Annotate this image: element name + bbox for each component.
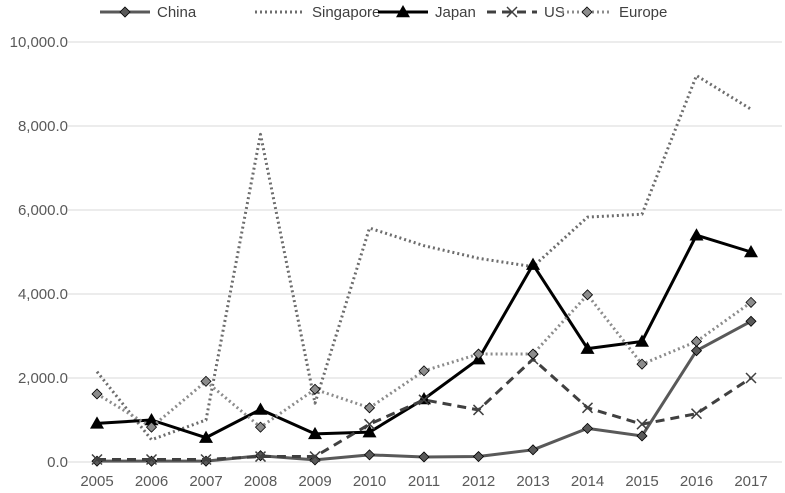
x-tick-label: 2012: [462, 473, 495, 490]
series-us-marker: [418, 394, 430, 406]
x-tick-label: 2006: [135, 473, 168, 490]
legend-singapore-label: Singapore: [312, 4, 380, 21]
x-tick-label: 2013: [516, 473, 549, 490]
series-china-marker: [145, 455, 158, 467]
series-us: [91, 353, 757, 466]
x-tick-label: 2014: [571, 473, 604, 490]
legend-china-marker: [119, 6, 131, 18]
series-europe-marker: [200, 375, 212, 387]
series-japan-marker: [635, 334, 649, 347]
series-europe-marker: [581, 289, 594, 301]
series-us-marker: [309, 451, 321, 463]
x-tick-label: 2005: [80, 473, 113, 490]
gridlines: [68, 41, 782, 463]
series-china-marker: [527, 444, 539, 456]
legend-japan-label: Japan: [435, 4, 476, 21]
x-tick-label: 2008: [244, 473, 277, 490]
series-us-marker: [745, 372, 757, 384]
series-china-marker: [745, 315, 757, 327]
series-europe-marker: [254, 421, 267, 433]
legend-us: US: [487, 4, 565, 21]
series-us-marker: [636, 418, 648, 430]
x-axis-tick-labels: 2005 2006 2007 2008 2009 2010 2011 2012 2013 2014…: [80, 473, 767, 490]
series-china-marker: [91, 455, 103, 467]
series-china-marker: [363, 449, 376, 461]
series-europe-marker: [418, 365, 430, 377]
series-china-marker: [581, 422, 594, 434]
series-japan-marker: [90, 416, 104, 429]
series-china-marker: [200, 455, 212, 467]
x-tick-label: 2015: [625, 473, 658, 490]
y-axis-tick-labels: 0.0 2,000.0 4,000.0 6,000.0 8,000.0 10,000.0: [10, 34, 68, 471]
series-us-marker: [690, 408, 703, 420]
series-us-marker: [200, 453, 212, 466]
series-japan-marker: [526, 257, 540, 270]
series-us-marker: [363, 418, 376, 430]
series-us-marker: [581, 402, 594, 414]
series-us-marker: [145, 453, 158, 466]
series-china-marker: [690, 345, 703, 357]
legend: China Singapore Japan US Europe: [100, 4, 667, 21]
series-europe: [91, 289, 757, 433]
series-us-marker: [254, 451, 267, 463]
series-europe-marker: [309, 383, 321, 395]
y-tick-label: 10,000.0: [10, 34, 68, 51]
series-japan-marker: [144, 413, 159, 426]
series-europe-marker: [527, 348, 539, 360]
y-tick-label: 2,000.0: [18, 370, 68, 387]
y-tick-label: 0.0: [47, 454, 68, 471]
legend-singapore: Singapore: [255, 4, 380, 21]
series-japan-marker: [580, 341, 595, 354]
x-tick-label: 2011: [408, 473, 440, 490]
series-china: [91, 315, 757, 467]
series-china-marker: [418, 451, 430, 463]
legend-us-marker: [506, 6, 518, 18]
legend-china: China: [100, 4, 197, 21]
series-japan-marker: [253, 402, 268, 415]
series-europe-marker: [145, 421, 158, 433]
x-tick-label: 2017: [734, 473, 767, 490]
x-tick-label: 2007: [189, 473, 222, 490]
series-europe-marker: [472, 348, 485, 360]
legend-us-label: US: [544, 4, 565, 21]
series-china-marker: [636, 430, 648, 442]
x-tick-label: 2016: [680, 473, 713, 490]
legend-japan-marker: [396, 5, 410, 18]
series-china-marker: [472, 450, 485, 463]
series-europe-marker: [363, 402, 376, 414]
y-tick-label: 4,000.0: [18, 286, 68, 303]
series-japan-marker: [362, 425, 377, 438]
series-japan-marker: [689, 228, 704, 241]
y-tick-label: 8,000.0: [18, 118, 68, 135]
series-singapore-line: [95, 74, 752, 442]
series-japan-marker: [199, 430, 213, 443]
series-europe-line: [96, 293, 752, 429]
series-japan-marker: [744, 245, 758, 258]
y-tick-label: 6,000.0: [18, 202, 68, 219]
series-japan-marker: [308, 426, 322, 440]
series-europe-marker: [745, 296, 757, 308]
series-us-marker: [91, 453, 103, 466]
series-europe-marker: [636, 358, 648, 370]
legend-europe-marker: [581, 6, 593, 18]
x-tick-label: 2009: [298, 473, 331, 490]
series-japan-line: [96, 233, 752, 440]
legend-japan: Japan: [378, 4, 476, 21]
x-tick-label: 2010: [353, 473, 386, 490]
series-europe-marker: [91, 388, 103, 400]
series-singapore: [95, 74, 752, 442]
series-lines: [90, 74, 758, 467]
series-us-marker: [472, 404, 485, 416]
series-europe-marker: [690, 335, 703, 348]
legend-china-label: China: [157, 4, 197, 21]
legend-europe: Europe: [562, 4, 667, 21]
legend-europe-label: Europe: [619, 4, 667, 21]
